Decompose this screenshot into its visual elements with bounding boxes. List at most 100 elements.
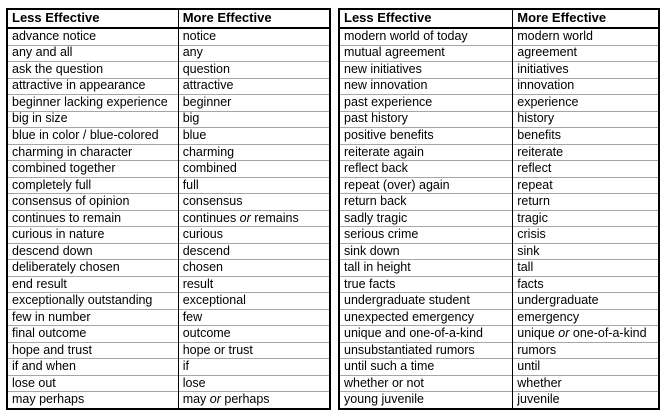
more-effective-cell: blue (178, 127, 330, 145)
more-effective-cell: until (512, 358, 659, 376)
table-row: continues to remain continues or remains (7, 209, 330, 227)
column-header-less-effective: Less Effective (339, 9, 514, 29)
table-row: descend down descend (7, 242, 330, 260)
table-row: return back return (339, 193, 659, 211)
table-row: tall in height tall (339, 259, 659, 277)
column-header-less-effective: Less Effective (7, 9, 179, 29)
table-row: lose out lose (7, 374, 330, 392)
table-row: completely full full (7, 176, 330, 194)
table-row: may perhaps may or perhaps (7, 391, 330, 409)
less-effective-cell: end result (7, 275, 179, 293)
table-body-right: modern world of today modern world mutual … (339, 27, 659, 409)
less-effective-cell: exceptionally outstanding (7, 292, 179, 310)
more-effective-cell: reflect (512, 160, 659, 178)
less-effective-cell: continues to remain (7, 209, 179, 227)
more-effective-cell: outcome (178, 325, 330, 343)
table-row: advance notice notice (7, 27, 330, 46)
less-effective-cell: new innovation (339, 77, 514, 95)
italic-or: or (209, 392, 221, 407)
more-effective-cell: innovation (512, 77, 659, 95)
more-effective-cell: charming (178, 143, 330, 161)
less-effective-cell: consensus of opinion (7, 193, 179, 211)
table-body-left: advance notice notice any and all any ask th… (7, 27, 330, 409)
table-row: repeat (over) again repeat (339, 176, 659, 194)
less-effective-cell: mutual agreement (339, 44, 514, 62)
table-row: curious in nature curious (7, 226, 330, 244)
less-effective-cell: past history (339, 110, 514, 128)
less-effective-cell: few in number (7, 308, 179, 326)
table-row: modern world of today modern world (339, 27, 659, 46)
less-effective-cell: return back (339, 193, 514, 211)
more-effective-cell: history (512, 110, 659, 128)
more-effective-cell: notice (178, 27, 330, 46)
table-row: reiterate again reiterate (339, 143, 659, 161)
more-effective-cell: any (178, 44, 330, 62)
less-effective-cell: charming in character (7, 143, 179, 161)
more-effective-cell: unique or one-of-a-kind (512, 325, 659, 343)
less-effective-cell: final outcome (7, 325, 179, 343)
less-effective-cell: reiterate again (339, 143, 514, 161)
less-effective-cell: descend down (7, 242, 179, 260)
table-row: exceptionally outstanding exceptional (7, 292, 330, 310)
more-effective-cell: may or perhaps (178, 391, 330, 409)
more-effective-cell: few (178, 308, 330, 326)
italic-or: or (558, 326, 570, 341)
less-effective-cell: unexpected emergency (339, 308, 514, 326)
more-effective-cell: curious (178, 226, 330, 244)
more-effective-cell: repeat (512, 176, 659, 194)
more-effective-cell: big (178, 110, 330, 128)
table-row: positive benefits benefits (339, 127, 659, 145)
more-effective-cell: tall (512, 259, 659, 277)
more-effective-cell: chosen (178, 259, 330, 277)
more-effective-cell: reiterate (512, 143, 659, 161)
table-row: undergraduate student undergraduate (339, 292, 659, 310)
more-effective-cell: sink (512, 242, 659, 260)
less-effective-cell: unique and one-of-a-kind (339, 325, 514, 343)
table-row: few in number few (7, 308, 330, 326)
table-row: attractive in appearance attractive (7, 77, 330, 95)
more-effective-cell: consensus (178, 193, 330, 211)
less-effective-cell: completely full (7, 176, 179, 194)
table-row: unsubstantiated rumors rumors (339, 341, 659, 359)
more-effective-cell: result (178, 275, 330, 293)
more-effective-cell: facts (512, 275, 659, 293)
table-row: whether or not whether (339, 374, 659, 392)
less-effective-cell: attractive in appearance (7, 77, 179, 95)
table-row: combined together combined (7, 160, 330, 178)
table-row: sadly tragic tragic (339, 209, 659, 227)
more-effective-cell: return (512, 193, 659, 211)
more-effective-cell: beginner (178, 94, 330, 112)
column-header-more-effective: More Effective (512, 9, 659, 29)
table-row: deliberately chosen chosen (7, 259, 330, 277)
table-row: mutual agreement agreement (339, 44, 659, 62)
more-effective-cell: modern world (512, 27, 659, 46)
less-effective-cell: reflect back (339, 160, 514, 178)
more-effective-cell: lose (178, 374, 330, 392)
table-row: reflect back reflect (339, 160, 659, 178)
less-effective-cell: hope and trust (7, 341, 179, 359)
less-effective-cell: serious crime (339, 226, 514, 244)
less-effective-cell: big in size (7, 110, 179, 128)
more-effective-cell: undergraduate (512, 292, 659, 310)
table-row: blue in color / blue-colored blue (7, 127, 330, 145)
table-row: sink down sink (339, 242, 659, 260)
less-effective-cell: new initiatives (339, 61, 514, 79)
table-row: if and when if (7, 358, 330, 376)
more-effective-cell: hope or trust (178, 341, 330, 359)
table-row: beginner lacking experience beginner (7, 94, 330, 112)
table-row: serious crime crisis (339, 226, 659, 244)
less-effective-cell: past experience (339, 94, 514, 112)
table-row: true facts facts (339, 275, 659, 293)
less-effective-cell: true facts (339, 275, 514, 293)
table-row: final outcome outcome (7, 325, 330, 343)
less-effective-cell: any and all (7, 44, 179, 62)
more-effective-cell: initiatives (512, 61, 659, 79)
more-effective-cell: tragic (512, 209, 659, 227)
less-effective-cell: tall in height (339, 259, 514, 277)
more-effective-cell: question (178, 61, 330, 79)
table-row: charming in character charming (7, 143, 330, 161)
more-effective-cell: crisis (512, 226, 659, 244)
less-effective-cell: advance notice (7, 27, 179, 46)
table-row: end result result (7, 275, 330, 293)
